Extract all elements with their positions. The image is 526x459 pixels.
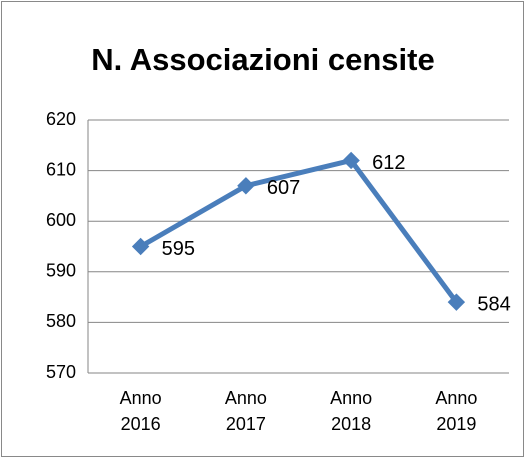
marker: [131, 237, 150, 256]
x-tick-label: Anno 2019: [435, 388, 478, 434]
series-line: [139, 157, 459, 304]
y-tick-label: 570: [46, 362, 76, 382]
y-tick-label: 580: [46, 311, 76, 331]
y-tick-label: 600: [46, 210, 76, 230]
chart-title: N. Associazioni censite: [91, 42, 434, 77]
data-label: 607: [267, 177, 300, 199]
y-tick-label: 610: [46, 159, 76, 179]
x-tick-label: Anno 2017: [224, 388, 267, 434]
marker: [342, 151, 360, 170]
y-tick-label: 620: [46, 109, 76, 129]
x-tick-label: Anno 2016: [119, 388, 162, 434]
data-label: 612: [372, 152, 405, 174]
y-tick-label: 590: [46, 261, 76, 281]
data-label: 595: [162, 238, 195, 260]
x-tick-label: Anno 2018: [330, 388, 373, 434]
marker: [447, 293, 466, 311]
data-label: 584: [477, 293, 510, 315]
marker: [237, 177, 255, 195]
